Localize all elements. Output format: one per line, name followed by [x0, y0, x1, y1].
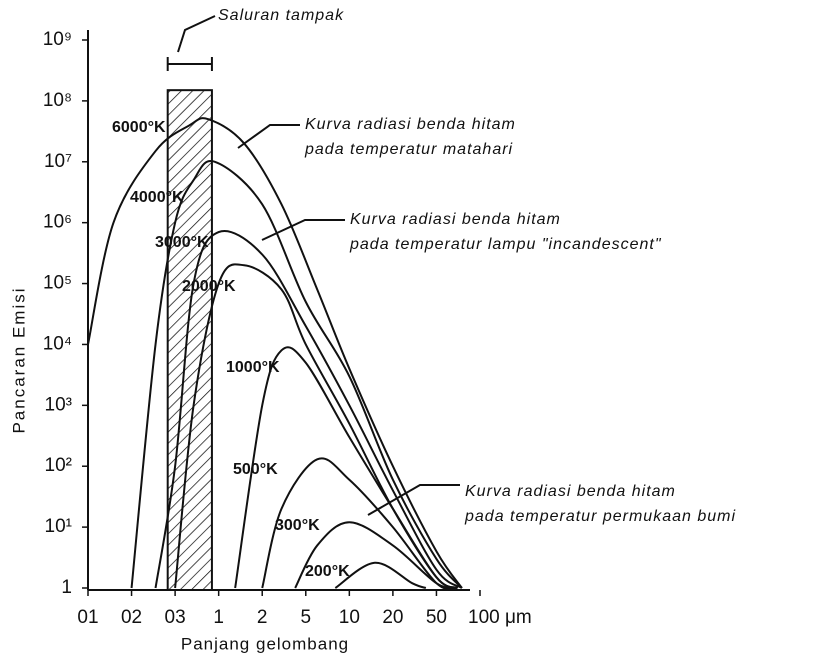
- x-tick-label: 5: [300, 607, 311, 628]
- y-tick-label: 10²: [45, 455, 72, 476]
- annotation: Kurva radiasi benda hitam: [350, 211, 561, 228]
- x-axis-label: Panjang gelombang: [181, 634, 349, 653]
- x-tick-label: 100 μm: [468, 607, 532, 628]
- y-tick-label: 10⁶: [43, 212, 72, 233]
- curve: [294, 521, 458, 589]
- band-label: Saluran tampak: [218, 7, 344, 24]
- curve-label: 6000°K: [112, 119, 166, 136]
- curve-label: 3000°K: [155, 234, 209, 251]
- curve: [130, 160, 463, 589]
- curve-label: 2000°K: [182, 278, 236, 295]
- y-tick-label: 10³: [45, 394, 72, 415]
- x-tick-label: 01: [77, 607, 98, 628]
- annotation: pada temperatur permukaan bumi: [464, 508, 736, 525]
- y-tick-label: 1: [61, 577, 72, 598]
- curve: [154, 230, 463, 589]
- annotation: Kurva radiasi benda hitam: [465, 483, 676, 500]
- x-tick-label: 50: [426, 607, 447, 628]
- y-tick-label: 10¹: [45, 516, 72, 537]
- curve-label: 4000°K: [130, 189, 184, 206]
- curve: [234, 346, 459, 589]
- x-tick-label: 10: [339, 607, 360, 628]
- x-tick-label: 03: [165, 607, 186, 628]
- y-axis-label: Pancaran Emisi: [9, 286, 28, 433]
- y-tick-label: 10⁸: [43, 90, 72, 111]
- curve-label: 500°K: [233, 461, 278, 478]
- x-tick-label: 2: [257, 607, 268, 628]
- curve: [87, 117, 463, 589]
- curve: [174, 263, 459, 589]
- curve: [334, 561, 427, 589]
- x-tick-label: 02: [121, 607, 142, 628]
- x-tick-label: 1: [213, 607, 224, 628]
- y-tick-label: 10⁴: [43, 333, 72, 354]
- y-tick-label: 10⁵: [43, 273, 72, 294]
- annotation-arrows: [177, 15, 460, 516]
- annotation: Kurva radiasi benda hitam: [305, 116, 516, 133]
- curve-label: 1000°K: [226, 359, 280, 376]
- annotation: pada temperatur lampu "incandescent": [349, 236, 662, 253]
- annotation: pada temperatur matahari: [304, 141, 513, 158]
- y-tick-label: 10⁹: [43, 29, 72, 50]
- y-tick-label: 10⁷: [44, 151, 72, 172]
- x-tick-label: 20: [382, 607, 403, 628]
- curve-label: 300°K: [275, 517, 320, 534]
- curve-label: 200°K: [305, 563, 350, 580]
